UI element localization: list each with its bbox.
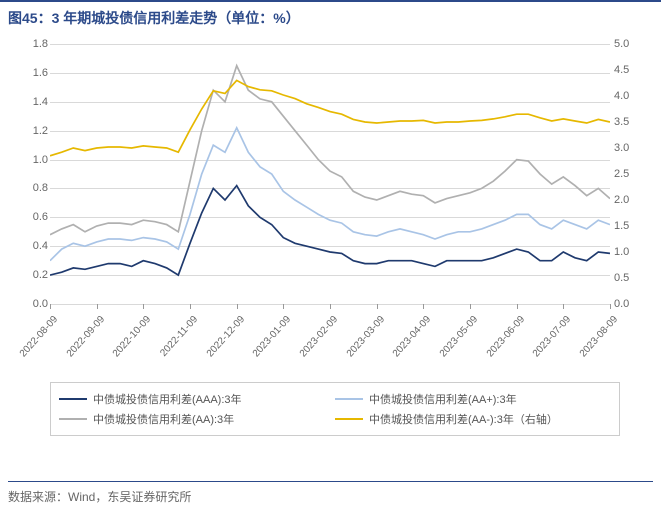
legend-label: 中债城投债信用利差(AA+):3年 — [369, 391, 517, 407]
y-right-tick: 5.0 — [614, 38, 644, 50]
legend-swatch — [335, 398, 363, 400]
x-tickmark — [50, 304, 51, 309]
x-tick-label: 2022-08-09 — [18, 314, 60, 359]
series-aaa — [50, 186, 610, 276]
y-right-tick: 3.0 — [614, 142, 644, 154]
x-tickmark — [237, 304, 238, 309]
series-aam — [50, 80, 610, 155]
x-tickmark — [283, 304, 284, 309]
x-tick-label: 2023-02-09 — [298, 314, 340, 359]
x-axis: 2022-08-092022-09-092022-10-092022-11-09… — [50, 306, 610, 376]
y-left-tick: 1.2 — [10, 125, 48, 137]
series-aa — [50, 66, 610, 235]
y-axis-left: 0.00.20.40.60.81.01.21.41.61.8 — [10, 44, 48, 304]
x-tickmark — [423, 304, 424, 309]
y-right-tick: 1.0 — [614, 246, 644, 258]
y-left-tick: 0.4 — [10, 240, 48, 252]
legend-item-aap: 中债城投债信用利差(AA+):3年 — [335, 389, 611, 409]
legend-label: 中债城投债信用利差(AA):3年 — [93, 411, 234, 427]
x-tickmark — [377, 304, 378, 309]
y-right-tick: 0.5 — [614, 272, 644, 284]
x-tick-label: 2022-10-09 — [111, 314, 153, 359]
x-tick-label: 2022-12-09 — [204, 314, 246, 359]
plot-area — [50, 44, 610, 304]
legend-item-aaa: 中债城投债信用利差(AAA):3年 — [59, 389, 335, 409]
y-right-tick: 1.5 — [614, 220, 644, 232]
x-tick-label: 2023-01-09 — [251, 314, 293, 359]
y-left-tick: 1.0 — [10, 154, 48, 166]
y-right-tick: 2.0 — [614, 194, 644, 206]
x-tick-label: 2022-09-09 — [64, 314, 106, 359]
y-axis-right: 0.00.51.01.52.02.53.03.54.04.55.0 — [614, 44, 644, 304]
y-left-tick: 0.0 — [10, 298, 48, 310]
legend-swatch — [59, 418, 87, 420]
y-left-tick: 1.4 — [10, 96, 48, 108]
y-left-tick: 0.6 — [10, 211, 48, 223]
x-tickmark — [563, 304, 564, 309]
x-tickmark — [190, 304, 191, 309]
legend-label: 中债城投债信用利差(AA-):3年（右轴） — [369, 411, 558, 427]
series-lines — [50, 44, 610, 304]
x-tickmark — [330, 304, 331, 309]
legend-item-aam: 中债城投债信用利差(AA-):3年（右轴） — [335, 409, 611, 429]
legend-item-aa: 中债城投债信用利差(AA):3年 — [59, 409, 335, 429]
y-right-tick: 4.5 — [614, 64, 644, 76]
chart-container: 0.0 0.2 0.4 0.6 0.8 1.0 1.2 1.4 1.6 1.8 0.0 0.5 1.0… — [10, 34, 650, 414]
legend-swatch — [335, 418, 363, 420]
x-tick-label: 2023-03-09 — [344, 314, 386, 359]
y-left-tick: 1.8 — [10, 38, 48, 50]
legend-label: 中债城投债信用利差(AAA):3年 — [93, 391, 242, 407]
x-tickmark — [610, 304, 611, 309]
x-tick-label: 2023-06-09 — [484, 314, 526, 359]
x-tickmark — [143, 304, 144, 309]
chart-title: 图45：3 年期城投债信用利差走势（单位：%） — [0, 0, 661, 34]
x-tick-label: 2023-04-09 — [391, 314, 433, 359]
y-left-tick: 1.6 — [10, 67, 48, 79]
legend: 中债城投债信用利差(AAA):3年 中债城投债信用利差(AA+):3年中债城投债信… — [50, 382, 620, 436]
x-tickmark — [97, 304, 98, 309]
x-tick-label: 2023-08-09 — [578, 314, 620, 359]
y-right-tick: 3.5 — [614, 116, 644, 128]
y-left-tick: 0.2 — [10, 269, 48, 281]
y-right-tick: 2.5 — [614, 168, 644, 180]
y-right-tick: 0.0 — [614, 298, 644, 310]
y-right-tick: 4.0 — [614, 90, 644, 102]
y-left-tick: 0.8 — [10, 182, 48, 194]
x-tickmark — [517, 304, 518, 309]
legend-swatch — [59, 398, 87, 400]
x-tick-label: 2023-07-09 — [531, 314, 573, 359]
data-source: 数据来源：Wind，东吴证券研究所 — [8, 481, 653, 505]
x-tickmark — [470, 304, 471, 309]
x-tick-label: 2023-05-09 — [438, 314, 480, 359]
x-tick-label: 2022-11-09 — [158, 314, 200, 359]
